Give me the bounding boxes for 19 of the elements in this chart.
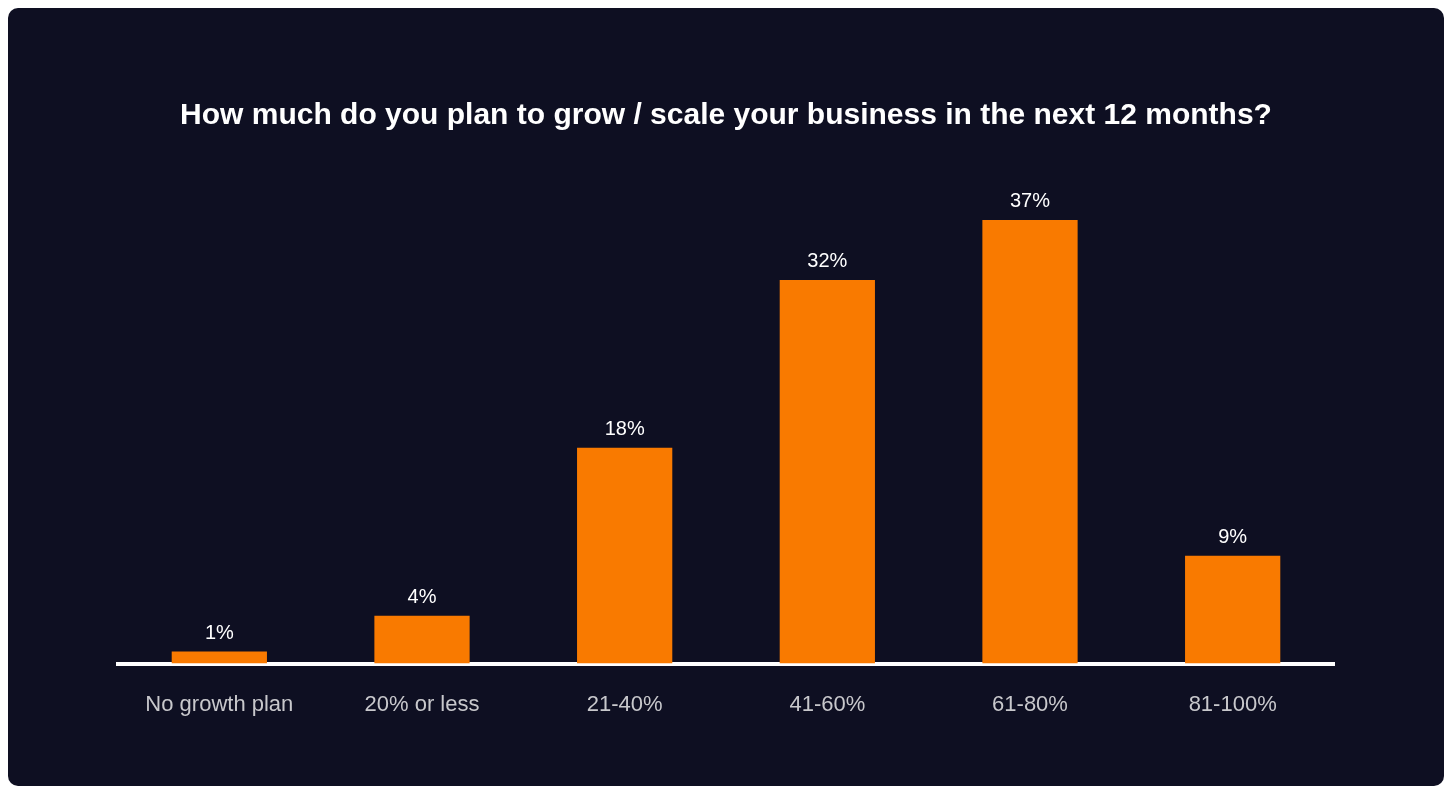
- data-label: 18%: [604, 417, 645, 440]
- x-tick-label: 21-40%: [586, 690, 663, 716]
- data-label: 32%: [807, 249, 848, 272]
- x-tick-label: 61-80%: [992, 690, 1068, 716]
- data-label: 4%: [407, 585, 437, 608]
- x-tick-label: No growth plan: [145, 690, 294, 716]
- x-tick-label: 20% or less: [364, 690, 480, 716]
- bar: [577, 447, 673, 664]
- bar: [374, 615, 470, 664]
- bar: [1185, 555, 1281, 664]
- x-tick-label: 81-100%: [1188, 690, 1277, 716]
- bar: [779, 279, 875, 664]
- chart-title: How much do you plan to grow / scale your business in the next 12 months?: [180, 97, 1272, 131]
- bar: [982, 219, 1078, 664]
- data-label: 37%: [1009, 189, 1051, 212]
- x-tick-label: 41-60%: [789, 690, 866, 716]
- bar: [171, 651, 267, 664]
- data-label: 1%: [204, 621, 234, 644]
- data-label: 9%: [1218, 525, 1248, 548]
